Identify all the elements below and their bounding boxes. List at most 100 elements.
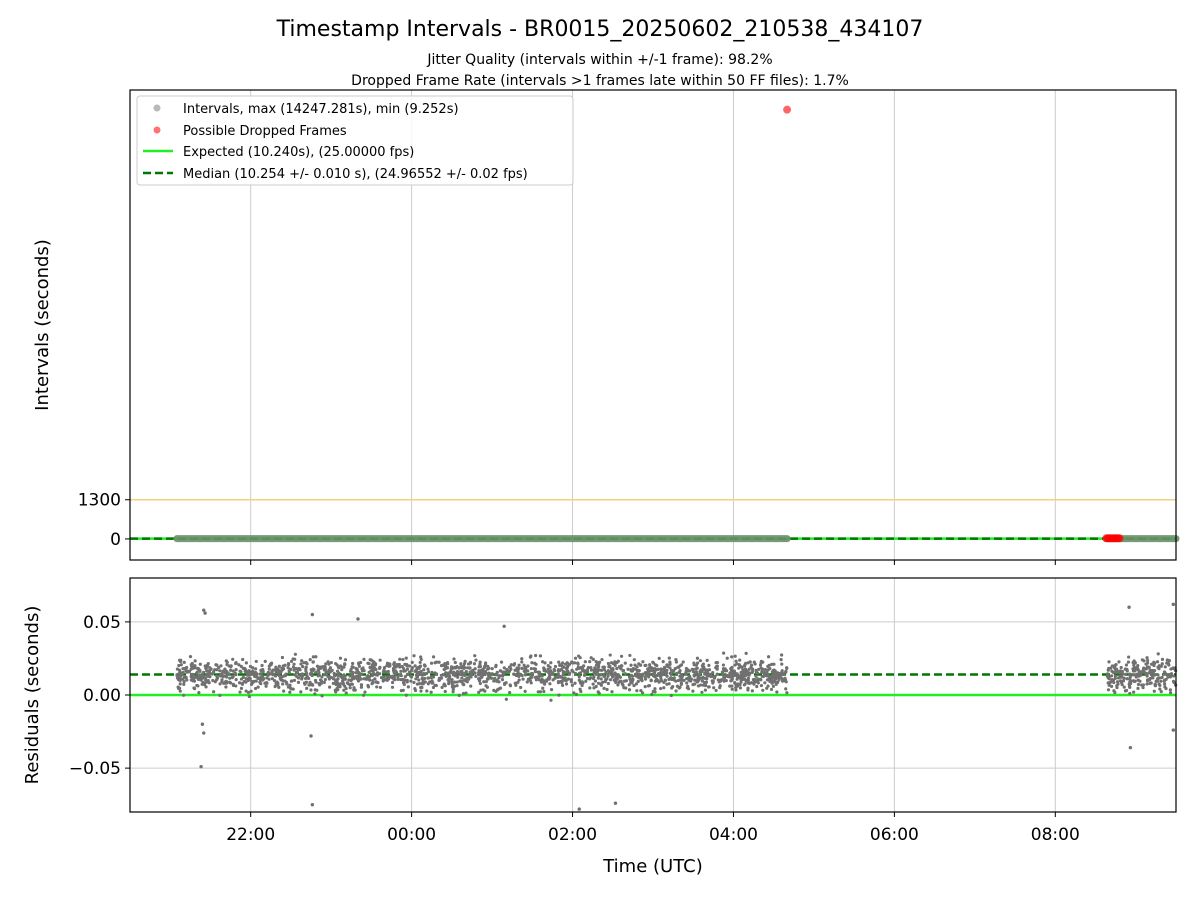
residual-point [211,678,215,683]
residual-point [195,666,200,670]
residual-point [725,656,729,660]
residual-point [219,674,223,678]
residual-point [530,675,534,679]
residual-point [239,664,243,669]
residual-point [341,674,345,678]
residual-point [190,664,194,668]
residual-point [592,675,596,679]
residual-point [1125,677,1129,681]
residual-point [695,656,700,660]
residual-point [763,673,767,678]
residual-point [415,675,420,679]
residual-point [225,672,230,676]
residual-point [277,664,281,668]
residual-point [198,662,202,666]
residual-point [427,676,431,680]
residual-point [348,686,352,690]
residual-outlier-point [310,612,315,617]
residual-point [618,679,622,683]
residual-point [182,660,186,664]
residual-point [687,674,691,678]
residual-point [231,669,235,673]
residual-outlier-point [202,731,206,735]
residual-point [417,678,421,682]
residual-point [382,666,387,670]
residual-point [1156,652,1160,656]
residual-point [374,680,378,684]
residual-point [771,676,775,680]
residual-point [397,673,401,677]
residual-point [572,691,576,695]
residual-point [680,675,684,679]
residual-point [254,675,258,679]
chart-title: Timestamp Intervals - BR0015_20250602_21… [276,17,924,42]
residual-point [619,654,624,658]
residual-point [473,667,477,671]
residual-point [770,678,774,682]
residual-point [1151,676,1155,680]
residual-point [769,687,774,692]
residual-point [463,659,467,663]
residual-point [1112,680,1116,685]
residual-point [427,670,431,674]
residual-point [291,657,295,661]
residual-point [551,678,555,682]
residual-point [538,654,543,658]
residual-point [378,672,382,676]
residual-point [1152,660,1156,664]
residual-point [626,667,630,671]
residual-point [234,661,238,666]
residual-point [218,669,222,673]
residual-point [699,683,703,687]
residual-point [198,673,202,677]
residual-point [730,655,734,659]
residual-point [272,679,277,683]
residual-point [243,667,247,671]
residual-point [1126,660,1131,664]
residual-point [410,660,414,665]
residual-point [700,668,704,672]
residual-point [653,687,657,691]
residual-point [732,669,736,673]
residual-point [501,674,505,678]
residual-point [371,669,375,673]
residual-point [647,683,652,688]
residual-point [273,674,278,678]
residual-point [269,661,274,665]
residual-point [747,681,752,685]
residual-point [1164,677,1168,682]
residual-point [219,664,223,668]
residual-point [520,657,524,661]
residual-point [494,672,499,677]
residual-point [314,670,318,675]
residual-point [316,674,320,678]
residual-point [647,675,651,679]
residual-point [1117,660,1121,664]
residual-point [610,675,615,679]
residual-point [477,679,482,683]
residual-point [1141,685,1145,690]
residual-point [589,676,593,680]
legend-label-expected: Expected (10.240s), (25.00000 fps) [183,145,414,160]
residual-point [711,670,715,675]
residual-point [403,674,407,679]
intervals-y-ticks: 0 1300 [78,491,130,550]
residual-point [1172,674,1176,678]
residual-point [355,677,359,681]
residual-point [523,689,527,693]
residual-point [278,677,283,681]
residual-point [691,689,695,693]
residual-point [464,669,468,674]
residual-point [715,664,720,668]
residual-point [533,661,537,665]
residual-point [756,677,760,681]
residual-point [604,677,608,682]
residual-point [296,680,301,684]
residual-point [238,690,242,694]
residual-point [540,674,544,678]
residual-point [479,669,484,673]
residual-point [259,681,263,686]
residual-point [577,675,581,679]
residual-point [188,655,193,659]
residual-point [650,692,654,696]
